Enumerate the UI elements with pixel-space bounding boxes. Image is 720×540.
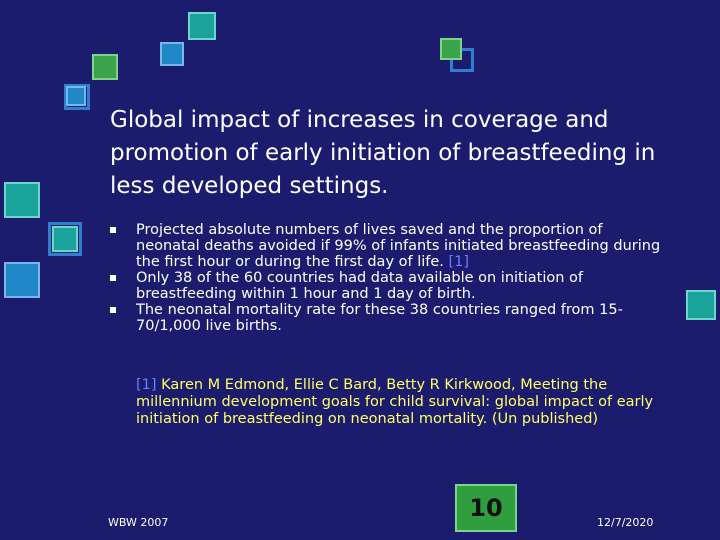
footer-event: WBW 2007: [108, 516, 169, 529]
decorative-square: [188, 12, 216, 40]
decorative-square: [66, 86, 86, 106]
bullet-item: The neonatal mortality rate for these 38…: [110, 302, 670, 334]
footnote-reference-link[interactable]: [1]: [136, 377, 157, 393]
decorative-square: [440, 38, 462, 60]
bullet-marker-icon: [110, 307, 116, 313]
decorative-square: [160, 42, 184, 66]
footnote-text: Karen M Edmond, Ellie C Bard, Betty R Ki…: [136, 377, 654, 427]
decorative-square: [52, 226, 78, 252]
reference-link[interactable]: [1]: [448, 254, 470, 270]
bullet-list: Projected absolute numbers of lives save…: [110, 222, 670, 334]
footer-date: 12/7/2020: [597, 516, 654, 529]
decorative-square: [4, 262, 40, 298]
bullet-text: Projected absolute numbers of lives save…: [136, 222, 661, 270]
decorative-square: [450, 48, 474, 72]
slide-title: Global impact of increases in coverage a…: [110, 107, 656, 199]
bullet-text: Only 38 of the 60 countries had data ava…: [136, 270, 584, 302]
page-number: 10: [455, 484, 517, 532]
decorative-square: [686, 290, 716, 320]
bullet-text: The neonatal mortality rate for these 38…: [136, 302, 623, 334]
decorative-square: [4, 182, 40, 218]
bullet-marker-icon: [110, 275, 116, 281]
decorative-square: [92, 54, 118, 80]
bullet-marker-icon: [110, 227, 116, 233]
bullet-item: Only 38 of the 60 countries had data ava…: [110, 270, 670, 302]
footnote: [1] Karen M Edmond, Ellie C Bard, Betty …: [136, 377, 656, 428]
bullet-item: Projected absolute numbers of lives save…: [110, 222, 670, 270]
